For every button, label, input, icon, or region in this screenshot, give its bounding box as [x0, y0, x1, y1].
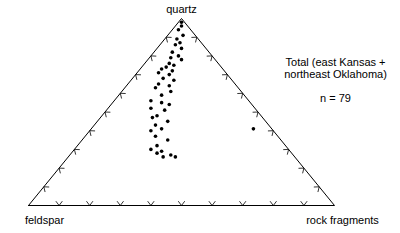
svg-text:n = 79: n = 79	[320, 92, 351, 104]
svg-text:Total (east Kansas +northeast: Total (east Kansas +northeast Oklahoma)	[284, 56, 387, 80]
svg-text:quartz: quartz	[166, 3, 197, 15]
svg-text:feldspar: feldspar	[25, 214, 64, 226]
svg-text:rock fragments: rock fragments	[306, 214, 379, 226]
